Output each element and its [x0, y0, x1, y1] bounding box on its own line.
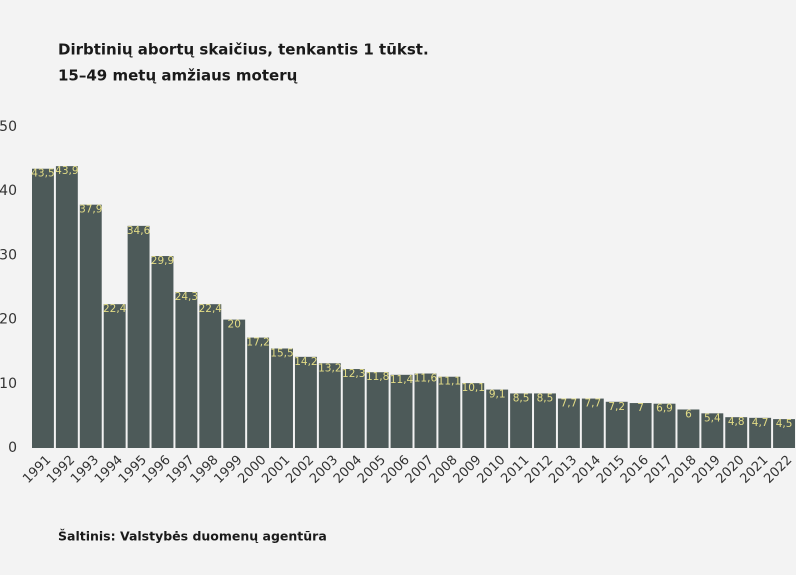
x-tick-label: 2022	[761, 453, 795, 487]
value-label: 24,3	[175, 291, 198, 303]
value-label: 11,1	[438, 376, 461, 388]
value-label: 34,6	[127, 225, 151, 237]
bar	[342, 369, 365, 448]
bar	[701, 413, 724, 448]
bar	[103, 304, 126, 448]
bar	[366, 372, 389, 448]
bar	[486, 389, 509, 448]
bar	[653, 403, 676, 448]
value-label: 9,1	[489, 389, 506, 401]
chart-title: 15–49 metų amžiaus moterų	[58, 67, 298, 85]
source: Šaltinis: Valstybės duomenų agentūra	[58, 529, 327, 544]
value-label: 6,9	[656, 403, 673, 415]
bar	[414, 373, 437, 448]
value-label: 8,5	[513, 392, 530, 404]
value-label: 29,9	[151, 255, 174, 267]
bar	[462, 383, 485, 448]
value-label: 6	[685, 408, 692, 420]
bar	[557, 398, 580, 448]
value-label: 5,4	[704, 412, 721, 424]
y-tick-label: 40	[0, 183, 17, 199]
bar	[199, 304, 222, 448]
value-label: 11,4	[390, 374, 414, 386]
y-tick-label: 20	[0, 312, 17, 328]
value-label: 15,5	[270, 347, 293, 359]
bar	[390, 374, 413, 448]
bar	[247, 337, 270, 448]
bar	[629, 403, 652, 448]
bar	[510, 393, 533, 448]
value-label: 22,4	[103, 303, 127, 315]
bar	[749, 417, 772, 448]
value-label: 20	[228, 319, 241, 331]
bar	[294, 356, 317, 448]
value-label: 7	[637, 402, 644, 414]
bar	[605, 401, 628, 448]
value-label: 43,5	[31, 168, 54, 180]
value-label: 11,8	[366, 371, 389, 383]
value-label: 4,7	[752, 417, 769, 429]
value-label: 4,5	[776, 418, 793, 430]
bar	[32, 168, 54, 449]
bar	[151, 256, 174, 448]
bar	[318, 363, 341, 448]
value-label: 17,2	[246, 337, 269, 349]
bar	[438, 376, 461, 448]
bar	[55, 166, 78, 449]
value-label: 8,5	[537, 392, 554, 404]
bar	[773, 419, 795, 448]
value-label: 22,4	[199, 303, 223, 315]
value-label: 10,1	[462, 382, 485, 394]
bar	[581, 398, 604, 448]
bar	[677, 409, 700, 448]
bar	[175, 291, 198, 448]
value-label: 14,2	[294, 356, 317, 368]
value-label: 4,8	[728, 416, 745, 428]
value-label: 13,2	[318, 362, 341, 374]
bar	[79, 204, 102, 448]
bar	[127, 225, 150, 448]
value-label: 7,2	[608, 401, 625, 413]
y-tick-label: 50	[0, 119, 17, 135]
bar	[271, 348, 293, 448]
y-tick-label: 10	[0, 376, 17, 392]
y-tick-label: 0	[8, 440, 17, 456]
value-label: 37,9	[79, 204, 102, 216]
value-label: 7,7	[584, 398, 601, 410]
chart-title: Dirbtinių abortų skaičius, tenkantis 1 t…	[58, 41, 429, 59]
value-label: 11,6	[414, 373, 438, 385]
bar	[725, 417, 748, 448]
bar	[223, 319, 246, 448]
bar	[534, 393, 556, 448]
y-tick-label: 30	[0, 247, 17, 263]
value-label: 7,7	[561, 398, 578, 410]
value-label: 43,9	[55, 165, 78, 177]
value-label: 12,3	[342, 368, 365, 380]
